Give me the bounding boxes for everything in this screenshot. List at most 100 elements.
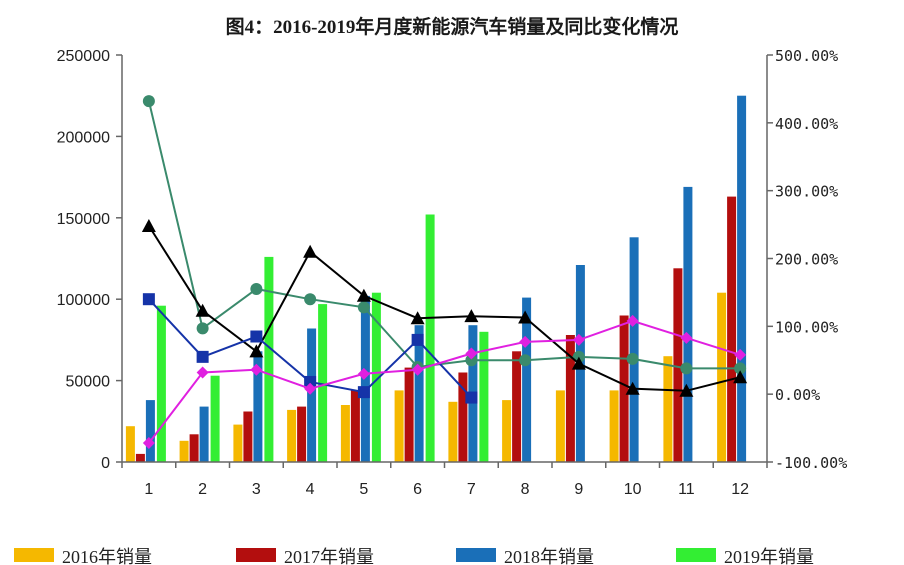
x-tick-label: 5: [359, 481, 368, 498]
line-3-marker-5: [357, 386, 370, 399]
bar-3-10: [629, 237, 639, 462]
bar-1-9: [555, 390, 565, 462]
legend: 2016年销量 2017年销量 2018年销量 2019年销量: [14, 547, 814, 565]
line-4-marker-8: [519, 335, 532, 348]
y-right-tick-label: -100.00%: [775, 454, 847, 472]
bar-3-8: [522, 297, 532, 462]
line-4-marker-4: [304, 382, 317, 395]
bar-2-2: [189, 434, 199, 462]
x-tick-label: 3: [252, 481, 261, 498]
y-right-tick-label: 200.00%: [775, 251, 838, 269]
bar-3-1: [145, 400, 155, 462]
y-left-tick-label: 0: [101, 455, 110, 472]
line-series-2: [148, 225, 741, 392]
line-4-marker-7: [465, 347, 478, 360]
legend-label-1: 2016年销量: [62, 547, 152, 565]
line-4-marker-9: [572, 333, 585, 346]
legend-swatch-3: [456, 548, 496, 562]
legend-label-4: 2019年销量: [724, 547, 814, 565]
line-2-marker-10: [625, 381, 640, 395]
bar-4-5: [371, 292, 381, 462]
bar-1-5: [340, 405, 350, 462]
legend-swatch-4: [676, 548, 716, 562]
line-2-marker-2: [195, 303, 210, 317]
line-3-marker-7: [465, 391, 478, 404]
bar-4-1: [156, 305, 166, 462]
line-3-marker-3: [250, 330, 263, 343]
y-right-tick-label: 0.00%: [775, 386, 820, 404]
line-1-marker-4: [304, 293, 317, 306]
y-left-tick-label: 150000: [57, 211, 110, 228]
line-1-marker-1: [142, 95, 155, 108]
line-4-marker-11: [680, 331, 693, 344]
bar-2-7: [458, 372, 468, 462]
line-2-marker-9: [571, 356, 586, 370]
bar-3-5: [360, 295, 370, 462]
y-left-tick-label: 200000: [57, 129, 110, 146]
line-2-marker-8: [518, 310, 533, 324]
y-left-tick-label: 50000: [66, 374, 111, 391]
bar-1-4: [287, 409, 297, 462]
bar-4-4: [318, 304, 328, 462]
line-3-marker-4: [304, 375, 317, 388]
line-4-marker-2: [196, 366, 209, 379]
line-1-marker-11: [680, 362, 693, 375]
y-right-tick-label: 400.00%: [775, 115, 838, 133]
bar-1-8: [502, 400, 512, 462]
bar-4-2: [210, 375, 220, 462]
line-series-1: [147, 100, 741, 370]
bars-group: [125, 95, 747, 462]
bar-1-12: [717, 292, 727, 462]
line-2-marker-1: [141, 218, 156, 232]
y-right-tick-label: 100.00%: [775, 318, 838, 336]
x-tick-label: 12: [731, 481, 749, 498]
x-tick-label: 7: [467, 481, 476, 498]
line-2-marker-3: [249, 344, 264, 358]
bar-2-5: [350, 390, 360, 462]
bar-1-10: [609, 390, 619, 462]
x-tick-label: 4: [306, 481, 315, 498]
legend-label-2: 2017年销量: [284, 547, 374, 565]
line-2-marker-4: [303, 244, 318, 258]
bar-1-2: [179, 440, 189, 462]
x-tick-label: 2: [198, 481, 207, 498]
bar-1-1: [125, 426, 135, 462]
line-3-marker-6: [411, 333, 424, 346]
bar-2-4: [297, 406, 307, 462]
line-1-marker-3: [250, 283, 263, 296]
line-series-4: [148, 319, 741, 444]
line-1-marker-12: [734, 362, 747, 375]
line-2-marker-6: [410, 311, 425, 325]
line-1-marker-10: [626, 352, 639, 365]
bar-1-7: [448, 401, 458, 462]
bar-1-11: [663, 356, 673, 462]
line-1-marker-7: [465, 354, 478, 367]
line-2-marker-7: [464, 309, 479, 323]
line-3-marker-1: [142, 293, 155, 306]
line-2-marker-11: [679, 383, 694, 397]
bar-3-11: [683, 186, 693, 462]
x-tick-label: 11: [678, 481, 695, 498]
chart-title: 图4：2016-2019年月度新能源汽车销量及同比变化情况: [226, 15, 679, 38]
line-4-marker-10: [626, 314, 639, 327]
x-tick-label: 6: [413, 481, 422, 498]
line-4-marker-1: [142, 437, 155, 450]
line-1-marker-8: [519, 354, 532, 367]
x-tick-label: 9: [574, 481, 583, 498]
line-4-marker-3: [250, 363, 263, 376]
x-tick-label: 1: [144, 481, 153, 498]
x-tick-label: 8: [521, 481, 530, 498]
x-tick-label: 10: [624, 481, 642, 498]
legend-label-3: 2018年销量: [504, 547, 594, 565]
bar-3-12: [737, 95, 747, 462]
line-2-marker-12: [733, 370, 748, 384]
bar-2-3: [243, 411, 253, 462]
line-4-marker-5: [357, 367, 370, 380]
line-3-marker-2: [196, 350, 209, 363]
bar-3-3: [253, 351, 263, 462]
bar-4-6: [425, 214, 435, 462]
line-2-marker-5: [356, 288, 371, 302]
bar-3-6: [414, 325, 424, 462]
bar-3-4: [307, 328, 317, 462]
